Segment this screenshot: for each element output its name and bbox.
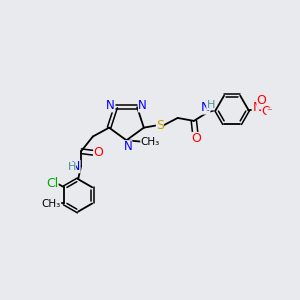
Text: +: + — [258, 99, 266, 110]
Text: N: N — [124, 140, 132, 153]
Text: N: N — [138, 99, 147, 112]
Text: O: O — [262, 105, 272, 118]
Text: N: N — [106, 99, 115, 112]
Text: H: H — [206, 100, 215, 110]
Text: O: O — [191, 132, 201, 145]
Text: CH₃: CH₃ — [140, 137, 160, 147]
Text: O: O — [93, 146, 103, 159]
Text: H: H — [68, 161, 76, 172]
Text: N: N — [71, 160, 80, 173]
Text: N: N — [201, 101, 210, 114]
Text: S: S — [156, 119, 164, 132]
Text: N: N — [253, 101, 262, 114]
Text: CH₃: CH₃ — [42, 200, 61, 209]
Text: Cl: Cl — [46, 177, 59, 190]
Text: ⁻: ⁻ — [267, 108, 272, 118]
Text: O: O — [256, 94, 266, 107]
